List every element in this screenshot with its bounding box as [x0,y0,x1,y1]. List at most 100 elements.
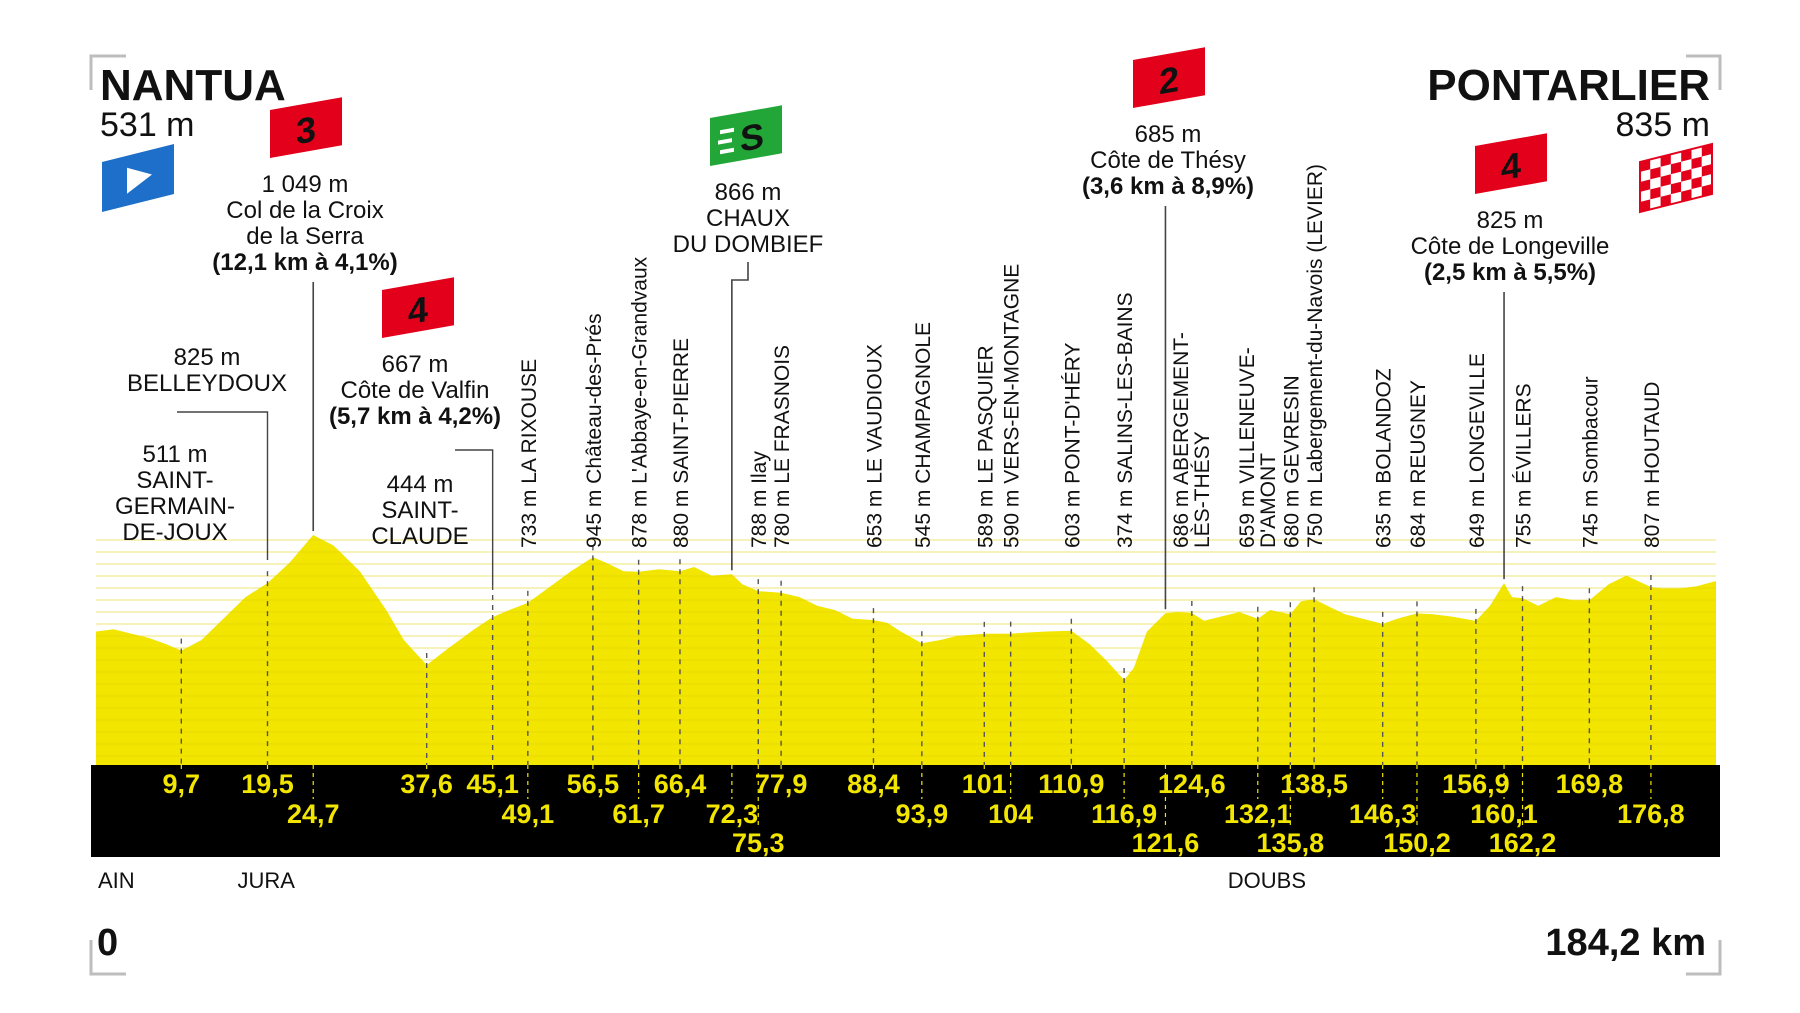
elevation-profile [96,535,1716,765]
sprint-icon: S [710,105,782,166]
km-label: 146,3 [1349,799,1417,829]
finish-flag-border [1639,142,1713,214]
climb-altitude: 825 m [1477,207,1544,234]
finish-flag-square [1660,184,1671,197]
place-name: GERMAIN- [115,493,235,520]
finish-flag-square [1701,164,1713,177]
finish-flag-square [1640,169,1651,182]
place-label: 680 m GEVRESIN [1280,375,1303,548]
finish-flag-square [1640,199,1651,212]
climb-category-number: 4 [408,288,428,332]
finish-flag-square [1681,189,1692,202]
km-label: 160,1 [1470,799,1538,829]
climb-leader-line [455,449,494,585]
km-label: 66,4 [654,769,707,799]
km-label: 56,5 [567,769,620,799]
start-city: NANTUA [100,61,286,110]
finish-flag-square [1640,189,1651,202]
finish-flag-square [1670,191,1682,205]
climb-category-number: 3 [296,108,316,152]
km-label: 132,1 [1224,799,1292,829]
finish-flag-square [1660,194,1671,207]
finish-flag-square [1670,181,1682,195]
finish-flag-square [1691,166,1702,180]
sprint-flag-letter: S [740,115,764,160]
finish-flag-square [1670,171,1682,185]
km-label: 121,6 [1132,828,1200,858]
place-label: 945 m Château-des-Prés [583,313,606,548]
km-label: 116,9 [1091,799,1157,829]
km-label: 75,3 [732,828,785,858]
climb-name: Côte de Longeville [1411,233,1610,260]
place-label: 780 m LE FRASNOIS [771,345,794,548]
location-annotations: 733 m LA RIXOUSE 945 m Château-des-Prés 87… [115,47,1664,610]
place-label: 684 m REUGNEY [1407,380,1430,548]
profile-area [96,535,1716,765]
place-label: 589 m LE PASQUIER [974,345,997,548]
finish-flag-square [1660,174,1671,187]
department-label: JURA [237,868,295,893]
km-label: 138,5 [1280,769,1348,799]
finish-flag-square [1691,186,1702,200]
place-label: 590 m VERS-EN-MONTAGNE [1001,264,1024,548]
finish-flag-square [1681,149,1692,162]
km-label: 77,9 [755,769,808,799]
place-label: 545 m CHAMPAGNOLE [912,322,935,548]
finish-flag-square [1650,186,1661,200]
finish-flag-square [1691,156,1702,170]
climb-detail: (12,1 km à 4,1%) [212,249,397,276]
climb-altitude: 685 m [1135,121,1202,148]
km-label: 169,8 [1556,769,1624,799]
km-label: 150,2 [1383,828,1451,858]
km-label: 176,8 [1617,799,1685,829]
place-name: SAINT- [381,497,458,524]
climb-flag-body [382,277,454,338]
climb-category-flag: 2 [1133,47,1205,108]
place-altitude: 825 m [174,344,241,371]
place-label: 635 m BOLANDOZ [1373,368,1396,548]
km-label: 124,6 [1158,769,1226,799]
place-altitude: 444 m [387,471,454,498]
finish-flag-square [1670,161,1682,175]
km-band [91,765,1720,857]
sprint-speed-line [718,138,732,145]
place-name: SAINT- [136,467,213,494]
distance-start-label: 0 [97,922,118,964]
sprint-speed-line [720,147,734,155]
finish-flag-square [1660,154,1671,167]
finish-flag-square [1701,154,1713,167]
finish-flag-square [1650,166,1661,180]
finish-flag-square [1640,179,1651,192]
place-label: 603 m PONT-D'HÉRY [1061,342,1084,548]
place-altitude: 511 m [143,441,208,468]
km-labels: 9,7 19,524,7 37,6 45,149,1 56,561,766,472,37… [163,765,1685,858]
place-label-line2: LÈS-THÉSY [1191,431,1214,548]
km-label: 104 [988,799,1033,829]
sprint-leader-line [731,262,749,571]
climb-flag-body [1475,133,1547,194]
km-label: 19,5 [241,769,294,799]
finish-flag-square [1681,169,1692,182]
km-label: 110,9 [1038,769,1104,799]
climb-altitude: 667 m [382,351,449,378]
frame-corners [89,54,1722,976]
finish-flag-icon [1639,142,1713,214]
finish-flag-square [1640,159,1651,172]
finish-flag-square [1681,179,1692,192]
place-label: 649 m LONGEVILLE [1466,353,1489,548]
sprint-name: CHAUX [706,205,790,232]
place-name: DE-JOUX [122,519,227,546]
km-label: 88,4 [847,769,900,799]
sprint-speed-line [720,127,734,135]
place-label: 745 m Sombacour [1579,376,1602,548]
km-label: 72,3 [706,799,759,829]
profile-stripes [96,539,1716,757]
location-dash-lines [180,545,1652,765]
place-label: 750 m Labergement-du-Navois (LEVIER) [1304,164,1327,548]
place-label: 755 m ÉVILLERS [1513,383,1536,548]
climb-category-flag: 4 [1475,133,1547,194]
km-label: 135,8 [1257,828,1325,858]
place-label: 880 m SAINT-PIERRE [670,338,693,548]
climb-detail: (2,5 km à 5,5%) [1424,259,1596,286]
place-label: 374 m SALINS-LES-BAINS [1114,292,1137,548]
